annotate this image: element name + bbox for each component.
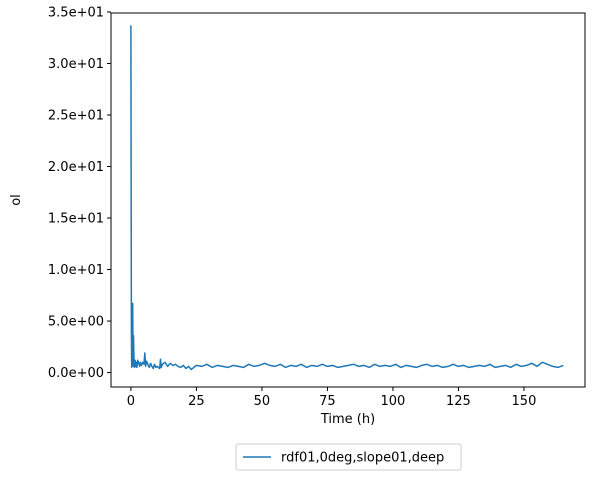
- x-tick-label: 150: [512, 394, 537, 409]
- y-tick-label: 2.0e+01: [48, 160, 104, 175]
- plot-area: [130, 25, 564, 371]
- axes-frame: [110, 12, 586, 388]
- y-tick-label: 5.0e+00: [48, 315, 104, 330]
- x-tick-label: 0: [127, 394, 135, 409]
- series-line-0: [130, 25, 564, 371]
- x-tick-label: 50: [254, 394, 271, 409]
- y-tick-label: 0.0e+00: [48, 366, 104, 381]
- y-tick-label: 1.5e+01: [48, 212, 104, 227]
- x-tick-label: 75: [319, 394, 336, 409]
- y-axis: 0.0e+00 5.0e+00 1.0e+01 1.5e+01 2.0e+01 2.5e+…: [48, 5, 111, 381]
- y-tick-label: 3.5e+01: [48, 5, 104, 20]
- y-tick-label: 3.0e+01: [48, 57, 104, 72]
- x-tick-label: 125: [446, 394, 471, 409]
- legend-box: [235, 443, 462, 471]
- y-axis-label: ol: [9, 194, 24, 206]
- x-axis-label: Time (h): [320, 412, 375, 427]
- legend: rdf01,0deg,slope01,deep: [235, 443, 462, 471]
- x-tick-label: 100: [381, 394, 406, 409]
- y-tick-label: 1.0e+01: [48, 263, 104, 278]
- legend-label: rdf01,0deg,slope01,deep: [281, 451, 444, 466]
- y-tick-label: 2.5e+01: [48, 109, 104, 124]
- x-tick-label: 25: [188, 394, 205, 409]
- x-axis: 0 25 50 75 100 125 150: [127, 387, 537, 409]
